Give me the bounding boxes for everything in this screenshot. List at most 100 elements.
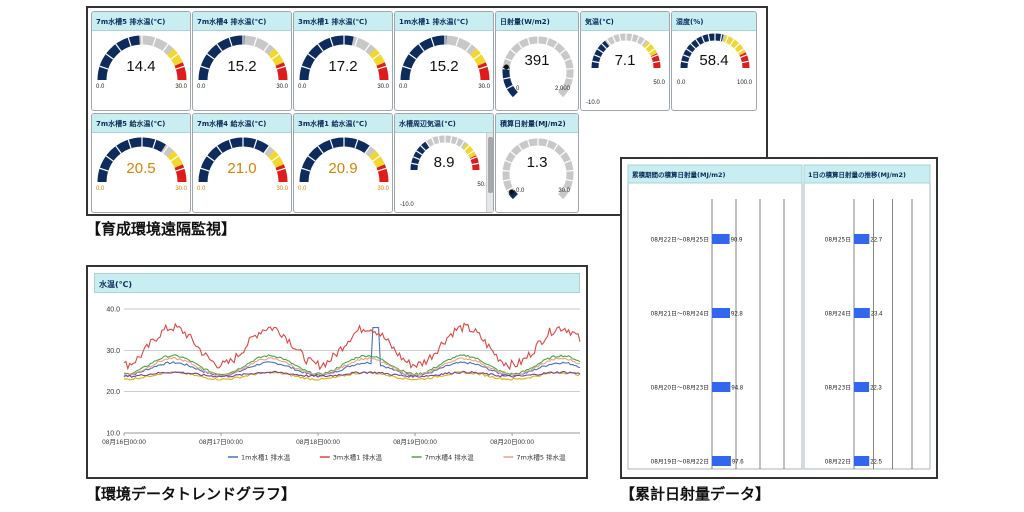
- gauge-segment-divider: [162, 43, 169, 52]
- gauge-warning-band: [267, 48, 284, 67]
- bar-category-label: 08月19日～08月22日: [651, 459, 710, 466]
- gauge-segment-divider: [372, 155, 381, 162]
- gauge-max-label: 2,000: [554, 86, 570, 92]
- gauge-dial: [502, 36, 574, 98]
- gauge-alarm-band: [376, 62, 389, 81]
- gauge-segment-divider: [115, 43, 122, 52]
- gauge-segment-divider: [566, 169, 574, 172]
- bar-category-label: 08月22日～08月25日: [651, 237, 710, 244]
- gauge-min-label: 0.0: [298, 84, 307, 90]
- trend-chart-panel: 水温(℃) 10.0 20.0 30.0 40.0 08月16日00:00 08月17日0…: [86, 265, 588, 479]
- gauge-value-fill: [299, 137, 371, 183]
- gauge-max-label: 30.0: [558, 188, 570, 194]
- gauge-segment-divider: [253, 139, 258, 149]
- gauge-segment-divider: [228, 139, 233, 149]
- gauge-segment-divider: [517, 144, 523, 151]
- y-tick-label: 30.0: [106, 348, 120, 355]
- gauge-value: 15.2: [227, 58, 257, 75]
- gauge-tile[interactable]: 1m水槽1 排水温(℃) 15.2 0.0 30.0: [394, 11, 494, 111]
- bar: [712, 382, 731, 392]
- gauge-segment-divider: [562, 186, 570, 192]
- gauge-segment-divider: [170, 53, 179, 60]
- gauge-segment-divider: [364, 43, 371, 52]
- gauge-segment-divider: [263, 145, 270, 154]
- gauge-segment-divider: [559, 151, 566, 157]
- gauge-segment-divider: [510, 151, 517, 157]
- legend-label[interactable]: 1m水槽1 排水温: [241, 453, 291, 462]
- gauge-tile[interactable]: 7m水槽4 給水温(℃) 21.0 0.0 30.0: [192, 113, 292, 213]
- legend-label[interactable]: 7m水槽5 排水温: [516, 453, 566, 462]
- bar-category-label: 08月21日～08月24日: [651, 311, 710, 318]
- gauge-alarm-band: [477, 62, 490, 81]
- gauge-segment-divider: [545, 139, 549, 147]
- gauge-min-label: 0.0: [96, 84, 105, 90]
- gauge-segment-divider: [612, 35, 617, 43]
- series-line: [123, 370, 581, 379]
- gauge-value: 15.2: [429, 58, 459, 75]
- x-tick-label: 08月18日00:00: [296, 438, 340, 446]
- gauge-dial: [502, 138, 574, 200]
- bar-panel-header: [627, 164, 803, 184]
- gauge-segment-divider: [253, 37, 258, 47]
- gauge-dial: [198, 35, 288, 81]
- gauge-value: 58.4: [699, 52, 729, 69]
- scrollbar-thumb[interactable]: [488, 137, 493, 193]
- gauge-tile[interactable]: 気温(℃) 7.1 -10.0 50.0: [580, 11, 670, 111]
- gauge-tile[interactable]: 7m水槽5 排水温(℃) 14.4 0.0 30.0: [91, 11, 191, 111]
- gauge-min-label: 0.0: [96, 186, 105, 192]
- gauge-tile[interactable]: 日射量(W/m2) 391 0 2,000: [495, 11, 579, 111]
- gauge-segment-divider: [502, 169, 510, 172]
- gauge-segment-divider: [377, 65, 387, 70]
- gauge-segment-divider: [271, 53, 280, 60]
- gauge-segment-divider: [271, 155, 280, 162]
- gauge-segment-divider: [307, 155, 316, 162]
- gauge-title: 7m水槽4 給水温(℃): [193, 114, 291, 133]
- gauge-value: 7.1: [614, 52, 636, 69]
- gauge-max-label: 30.0: [377, 84, 389, 90]
- gauge-segment-divider: [152, 37, 157, 47]
- legend-label[interactable]: 7m水槽4 排水温: [425, 453, 475, 462]
- gauge-dial: [299, 137, 389, 183]
- series-line: [123, 327, 581, 377]
- gauge-segment-divider: [377, 167, 387, 172]
- gauge-segment-divider: [741, 60, 749, 64]
- series-line: [123, 371, 581, 381]
- gauge-segment-divider: [618, 34, 622, 42]
- trend-chart[interactable]: 10.0 20.0 30.0 40.0 08月16日00:00 08月17日00:00 08…: [88, 267, 586, 477]
- gauge-segment-divider: [564, 159, 572, 164]
- gauge-min-label: 0.0: [197, 186, 206, 192]
- gauge-segment-divider: [471, 162, 479, 166]
- gauge-tile[interactable]: 3m水槽1 排水温(℃) 17.2 0.0 30.0: [293, 11, 393, 111]
- gauge-segment-divider: [329, 37, 334, 47]
- gauge-segment-divider: [682, 54, 690, 59]
- gauge-segment-divider: [307, 53, 316, 60]
- gauge-tile[interactable]: 湿度(%) 58.4 0.0 100.0: [671, 11, 757, 111]
- gauge-segment-divider: [565, 178, 573, 182]
- gauge-segment-divider: [503, 76, 511, 80]
- gauge-tile[interactable]: 積算日射量(MJ/m2) 1.3 0.0 30.0: [495, 113, 579, 213]
- gauge-value: 20.9: [328, 160, 358, 177]
- gauge-dial: [299, 35, 389, 81]
- bar: [854, 234, 870, 244]
- bar-category-label: 08月20日～08月23日: [651, 385, 710, 392]
- gauge-segment-divider: [565, 76, 573, 80]
- gauge-dial: [198, 137, 288, 183]
- monitoring-caption: 【育成環境遠隔監視】: [86, 220, 237, 238]
- tile-scrollbar[interactable]: [486, 133, 493, 212]
- gauge-tile[interactable]: 水槽周辺気温(℃) 8.9 -10.0 50.0: [394, 113, 494, 213]
- gauge-segment-divider: [640, 38, 646, 46]
- gauge-tile[interactable]: 7m水槽5 給水温(℃) 20.5 0.0 30.0: [91, 113, 191, 213]
- gauge-title: 1m水槽1 排水温(℃): [395, 12, 493, 31]
- gauge-tile[interactable]: 3m水槽1 給水温(℃) 20.9 0.0 30.0: [293, 113, 393, 213]
- gauge-tile[interactable]: 7m水槽4 排水温(℃) 15.2 0.0 30.0: [192, 11, 292, 111]
- gauge-segment-divider: [418, 43, 425, 52]
- gauge-alarm-band: [275, 62, 288, 81]
- bar: [854, 382, 870, 392]
- gauge-segment-divider: [175, 167, 185, 172]
- gauge-segment-divider: [437, 136, 441, 144]
- gauge-max-label: 30.0: [478, 84, 490, 90]
- gauge-value: 21.0: [227, 160, 257, 177]
- legend-label[interactable]: 3m水槽1 排水温: [333, 453, 383, 462]
- bar-category-label: 08月24日: [825, 311, 851, 318]
- gauge-segment-divider: [127, 139, 132, 149]
